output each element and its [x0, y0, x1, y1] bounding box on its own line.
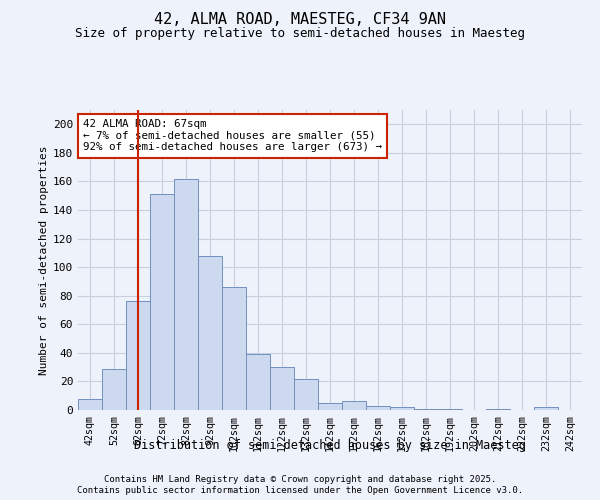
Bar — [198, 256, 222, 410]
Bar — [126, 302, 150, 410]
Bar — [486, 408, 510, 410]
Bar — [246, 354, 270, 410]
Text: Contains HM Land Registry data © Crown copyright and database right 2025.: Contains HM Land Registry data © Crown c… — [104, 475, 496, 484]
Bar — [390, 407, 414, 410]
Bar — [150, 194, 174, 410]
Bar — [534, 407, 558, 410]
Bar — [222, 287, 246, 410]
Text: Size of property relative to semi-detached houses in Maesteg: Size of property relative to semi-detach… — [75, 28, 525, 40]
Text: Contains public sector information licensed under the Open Government Licence v3: Contains public sector information licen… — [77, 486, 523, 495]
Bar — [366, 406, 390, 410]
Bar — [270, 367, 294, 410]
Bar — [174, 178, 198, 410]
Bar — [78, 398, 102, 410]
Text: 42 ALMA ROAD: 67sqm
← 7% of semi-detached houses are smaller (55)
92% of semi-de: 42 ALMA ROAD: 67sqm ← 7% of semi-detache… — [83, 119, 382, 152]
Text: Distribution of semi-detached houses by size in Maesteg: Distribution of semi-detached houses by … — [134, 440, 526, 452]
Bar — [102, 368, 126, 410]
Bar — [318, 403, 342, 410]
Bar — [294, 378, 318, 410]
Y-axis label: Number of semi-detached properties: Number of semi-detached properties — [39, 145, 49, 375]
Bar — [438, 408, 462, 410]
Text: 42, ALMA ROAD, MAESTEG, CF34 9AN: 42, ALMA ROAD, MAESTEG, CF34 9AN — [154, 12, 446, 28]
Bar — [342, 402, 366, 410]
Bar — [414, 408, 438, 410]
